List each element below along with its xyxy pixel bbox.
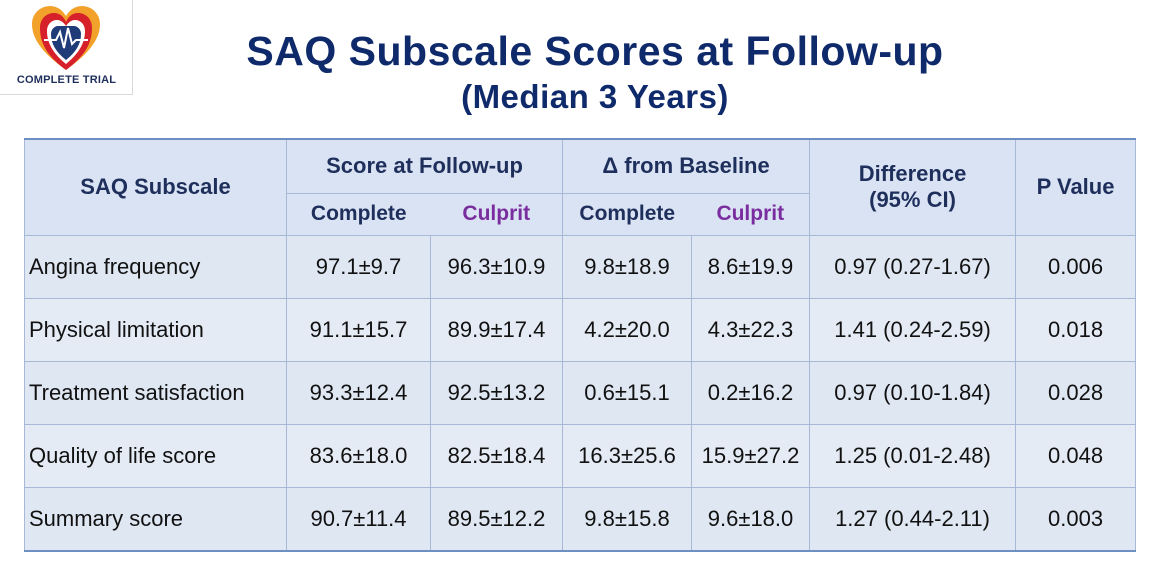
difference-cell: 1.41 (0.24-2.59) (809, 297, 1017, 362)
header-delta-complete: Complete (562, 193, 692, 236)
header-delta-culprit: Culprit (691, 193, 811, 236)
delta-complete-cell: 16.3±25.6 (562, 423, 693, 488)
p-value-cell: 0.006 (1015, 234, 1137, 299)
header-difference-line2: (95% CI) (869, 187, 956, 213)
header-score-culprit: Culprit (430, 193, 564, 236)
difference-cell: 1.25 (0.01-2.48) (809, 423, 1017, 488)
header-difference: Difference (95% CI) (809, 138, 1017, 236)
header-subscale: SAQ Subscale (24, 138, 287, 236)
score-culprit-cell: 92.5±13.2 (429, 360, 564, 425)
header-difference-line1: Difference (858, 161, 967, 187)
table-row: Summary score 90.7±11.4 89.5±12.2 9.8±15.8 9… (24, 486, 1137, 552)
header-score-group: Score at Follow-up (285, 138, 564, 194)
score-culprit-cell: 82.5±18.4 (429, 423, 564, 488)
score-complete-cell: 97.1±9.7 (286, 234, 431, 299)
results-table: SAQ Subscale Score at Follow-up Δ from B… (24, 138, 1137, 552)
delta-culprit-cell: 8.6±19.9 (691, 234, 811, 299)
delta-complete-cell: 9.8±18.9 (562, 234, 693, 299)
difference-cell: 0.97 (0.10-1.84) (809, 360, 1017, 425)
score-culprit-cell: 89.5±12.2 (429, 486, 564, 552)
header-p-value: P Value (1015, 138, 1137, 236)
header-score-complete: Complete (286, 193, 431, 236)
p-value-cell: 0.028 (1015, 360, 1137, 425)
difference-cell: 1.27 (0.44-2.11) (809, 486, 1017, 552)
delta-complete-cell: 0.6±15.1 (562, 360, 693, 425)
table-row: Angina frequency 97.1±9.7 96.3±10.9 9.8±18.… (24, 234, 1137, 299)
table-header-row: SAQ Subscale Score at Follow-up Δ from B… (24, 138, 1137, 236)
heart-logo-icon (32, 6, 100, 70)
difference-cell: 0.97 (0.27-1.67) (809, 234, 1017, 299)
p-value-cell: 0.048 (1015, 423, 1137, 488)
score-complete-cell: 93.3±12.4 (286, 360, 431, 425)
table-row: Quality of life score 83.6±18.0 82.5±18.4 1… (24, 423, 1137, 488)
p-value-cell: 0.003 (1015, 486, 1137, 552)
score-complete-cell: 83.6±18.0 (286, 423, 431, 488)
complete-trial-logo: COMPLETE TRIAL (0, 0, 133, 95)
logo-caption: COMPLETE TRIAL (16, 74, 117, 86)
score-culprit-cell: 96.3±10.9 (429, 234, 564, 299)
table-row: Treatment satisfaction 93.3±12.4 92.5±13.2… (24, 360, 1137, 425)
row-label: Angina frequency (24, 234, 287, 299)
header-delta-group: Δ from Baseline (562, 138, 811, 194)
page-title: SAQ Subscale Scores at Follow-up (246, 28, 944, 74)
delta-complete-cell: 4.2±20.0 (562, 297, 693, 362)
table-row: Physical limitation 91.1±15.7 89.9±17.4 4.2… (24, 297, 1137, 362)
delta-complete-cell: 9.8±15.8 (562, 486, 693, 552)
score-complete-cell: 90.7±11.4 (286, 486, 431, 552)
score-complete-cell: 91.1±15.7 (286, 297, 431, 362)
p-value-cell: 0.018 (1015, 297, 1137, 362)
row-label: Summary score (24, 486, 287, 552)
score-culprit-cell: 89.9±17.4 (429, 297, 564, 362)
delta-culprit-cell: 9.6±18.0 (691, 486, 811, 552)
delta-culprit-cell: 0.2±16.2 (691, 360, 811, 425)
delta-culprit-cell: 15.9±27.2 (691, 423, 811, 488)
row-label: Physical limitation (24, 297, 287, 362)
page-subtitle: (Median 3 Years) (461, 78, 729, 115)
row-label: Treatment satisfaction (24, 360, 287, 425)
row-label: Quality of life score (24, 423, 287, 488)
delta-culprit-cell: 4.3±22.3 (691, 297, 811, 362)
